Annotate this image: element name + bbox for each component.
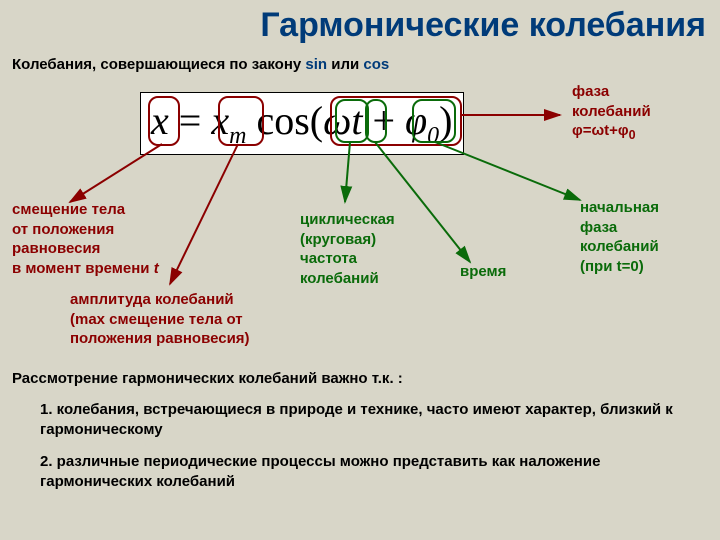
bottom-item-1: 1. колебания, встречающиеся в природе и …	[40, 400, 700, 439]
label-cyclic: циклическая (круговая) частота колебаний	[300, 210, 395, 288]
highlight-phi0	[412, 99, 456, 143]
arrow-omega	[330, 140, 360, 210]
bottom-item-2: 2. различные периодические процессы можн…	[40, 452, 700, 491]
label-displacement: смещение тела от положения равновесия в …	[12, 200, 159, 278]
bottom-intro: Рассмотрение гармонических колебаний важ…	[12, 370, 708, 387]
arrow-xm	[160, 142, 240, 292]
highlight-x	[148, 96, 180, 146]
label-amplitude: амплитуда колебаний (max смещение тела о…	[70, 290, 250, 349]
label-initial: начальная фаза колебаний (при t=0)	[580, 198, 659, 276]
highlight-xm	[218, 96, 264, 146]
highlight-t	[365, 99, 387, 143]
label-phase: фаза колебаний φ=ωt+φ0	[572, 82, 651, 143]
highlight-omega	[335, 99, 369, 143]
arrow-phase	[460, 100, 570, 130]
page-title: Гармонические колебания	[260, 6, 706, 45]
label-time: время	[460, 262, 506, 282]
arrow-phi0	[430, 140, 590, 210]
subtitle: Колебания, совершающиеся по закону sin и…	[12, 56, 389, 73]
